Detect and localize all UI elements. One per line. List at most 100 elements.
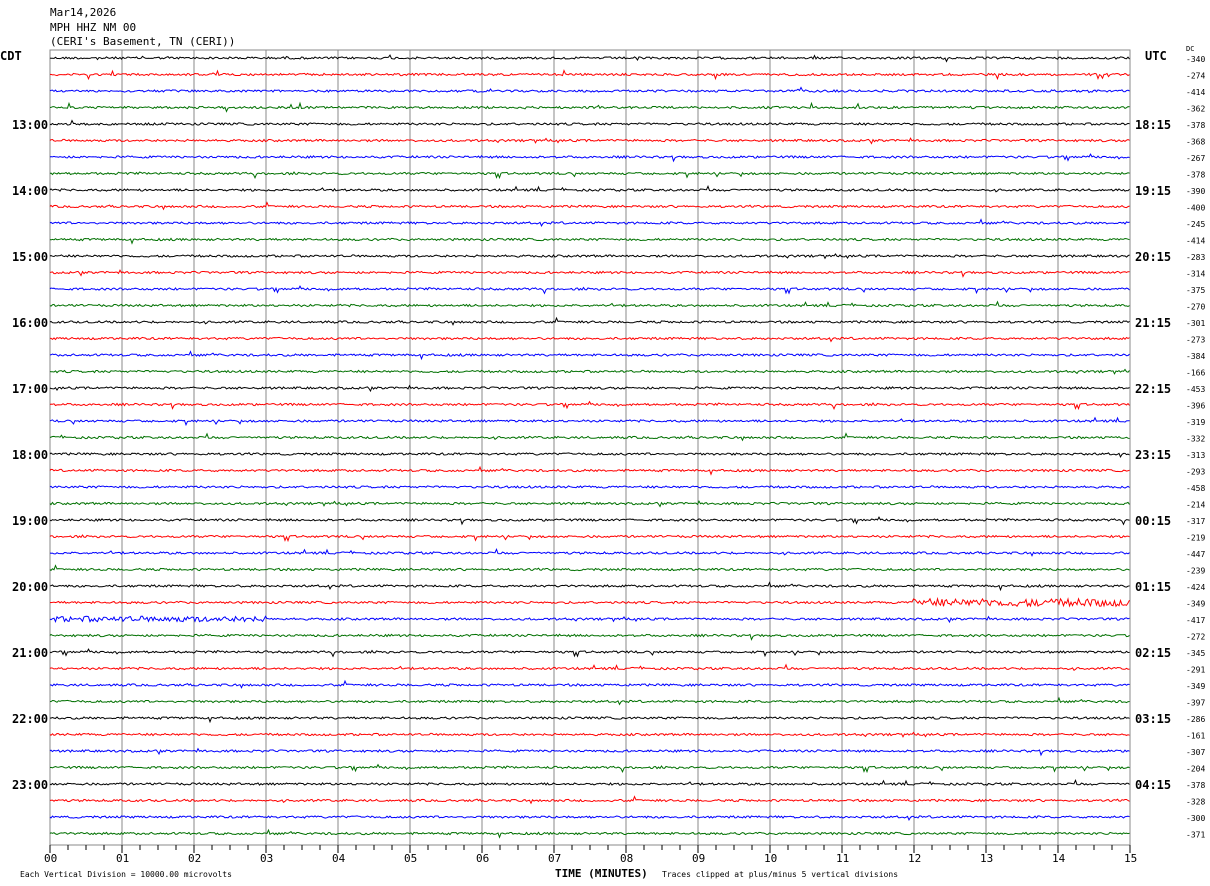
seismic-trace xyxy=(49,581,1130,592)
dc-offset-label: -332 xyxy=(1186,435,1205,444)
dc-offset-label: -378 xyxy=(1186,121,1205,130)
dc-offset-label: -300 xyxy=(1186,814,1205,823)
x-tick-label: 07 xyxy=(548,852,561,865)
x-tick-label: 03 xyxy=(260,852,273,865)
dc-offset-label: -239 xyxy=(1186,567,1205,576)
cdt-hour-label: 16:00 xyxy=(12,316,48,330)
utc-hour-label: 01:15 xyxy=(1135,580,1171,594)
cdt-hour-label: 13:00 xyxy=(12,118,48,132)
seismic-trace xyxy=(49,350,1130,361)
seismic-trace xyxy=(49,400,1130,411)
seismic-trace xyxy=(49,269,1130,278)
dc-offset-label: -396 xyxy=(1186,402,1205,411)
seismic-trace xyxy=(49,663,1130,672)
dc-offset-label: -313 xyxy=(1186,451,1205,460)
seismic-trace xyxy=(49,368,1130,375)
dc-offset-label: -214 xyxy=(1186,501,1205,510)
x-tick-label: 01 xyxy=(116,852,129,865)
dc-offset-label: -314 xyxy=(1186,270,1205,279)
plot-frame xyxy=(49,49,1131,846)
dc-offset-label: -371 xyxy=(1186,831,1205,840)
station-label: MPH HHZ NM 00 xyxy=(50,21,136,34)
x-axis-title: TIME (MINUTES) xyxy=(555,867,648,880)
dc-offset-label: -349 xyxy=(1186,600,1205,609)
seismic-trace xyxy=(49,119,1130,126)
location-label: (CERI's Basement, TN (CERI)) xyxy=(50,35,235,48)
cdt-hour-label: 21:00 xyxy=(12,646,48,660)
x-tick-label: 06 xyxy=(476,852,489,865)
seismic-trace xyxy=(49,465,1130,476)
x-tick-label: 11 xyxy=(836,852,849,865)
date-label: Mar14,2026 xyxy=(50,6,116,19)
dc-offset-label: -283 xyxy=(1186,253,1205,262)
dc-offset-label: -166 xyxy=(1186,369,1205,378)
x-tick-label: 15 xyxy=(1124,852,1137,865)
seismic-trace xyxy=(49,253,1130,260)
dc-offset-label: -414 xyxy=(1186,88,1205,97)
x-tick-label: 04 xyxy=(332,852,346,865)
dc-label: DC xyxy=(1186,45,1194,53)
dc-offset-label: -301 xyxy=(1186,319,1205,328)
utc-hour-label: 03:15 xyxy=(1135,712,1171,726)
x-tick-label: 05 xyxy=(404,852,417,865)
seismic-trace xyxy=(49,101,1130,113)
seismic-trace xyxy=(49,596,1130,608)
seismic-trace xyxy=(49,54,1130,63)
dc-offset-label: -453 xyxy=(1186,385,1205,394)
cdt-hour-label: 15:00 xyxy=(12,250,48,264)
dc-offset-label: -219 xyxy=(1186,534,1205,543)
cdt-hour-label: 18:00 xyxy=(12,448,48,462)
seismic-trace xyxy=(49,86,1130,94)
seismic-trace xyxy=(49,171,1130,180)
left-timezone: CDT xyxy=(0,49,22,63)
x-tick-label: 08 xyxy=(620,852,633,865)
seismic-trace xyxy=(49,137,1130,145)
x-tick-label: 13 xyxy=(980,852,993,865)
seismic-trace xyxy=(49,153,1130,163)
dc-offset-label: -204 xyxy=(1186,765,1205,774)
dc-offset-label: -328 xyxy=(1186,798,1205,807)
clip-note: Traces clipped at plus/minus 5 vertical … xyxy=(662,870,898,879)
seismic-trace xyxy=(49,452,1130,458)
dc-offset-label: -340 xyxy=(1186,55,1205,64)
seismic-trace xyxy=(49,615,1130,624)
seismic-trace xyxy=(49,336,1130,343)
seismic-trace xyxy=(49,763,1130,774)
utc-hour-label: 00:15 xyxy=(1135,514,1171,528)
utc-hour-label: 02:15 xyxy=(1135,646,1171,660)
dc-offset-label: -375 xyxy=(1186,286,1205,295)
seismic-trace xyxy=(49,184,1130,193)
dc-offset-label: -307 xyxy=(1186,748,1205,757)
cdt-hour-label: 23:00 xyxy=(12,778,48,792)
seismic-trace xyxy=(49,534,1130,543)
utc-hour-label: 21:15 xyxy=(1135,316,1171,330)
dc-offset-label: -384 xyxy=(1186,352,1205,361)
x-tick-label: 12 xyxy=(908,852,921,865)
utc-hour-label: 20:15 xyxy=(1135,250,1171,264)
cdt-hour-label: 17:00 xyxy=(12,382,48,396)
utc-hour-label: 22:15 xyxy=(1135,382,1171,396)
cdt-hour-label: 22:00 xyxy=(12,712,48,726)
x-tick-label: 10 xyxy=(764,852,777,865)
dc-offset-label: -378 xyxy=(1186,171,1205,180)
dc-offset-label: -417 xyxy=(1186,616,1205,625)
seismic-trace xyxy=(49,300,1130,308)
dc-offset-label: -390 xyxy=(1186,187,1205,196)
seismic-trace xyxy=(49,237,1130,245)
dc-offset-label: -368 xyxy=(1186,138,1205,147)
seismic-trace xyxy=(49,828,1130,839)
seismic-trace xyxy=(49,679,1130,689)
seismic-trace xyxy=(49,648,1130,658)
dc-offset-label: -400 xyxy=(1186,204,1205,213)
seismic-trace xyxy=(49,500,1130,508)
seismic-trace xyxy=(49,716,1130,724)
seismic-trace xyxy=(49,547,1130,557)
dc-offset-label: -362 xyxy=(1186,105,1205,114)
seismic-trace xyxy=(49,516,1130,526)
dc-offset-label: -272 xyxy=(1186,633,1205,642)
right-timezone: UTC xyxy=(1145,49,1167,63)
dc-offset-label: -267 xyxy=(1186,154,1205,163)
seismic-trace xyxy=(49,218,1130,227)
dc-offset-label: -397 xyxy=(1186,699,1205,708)
